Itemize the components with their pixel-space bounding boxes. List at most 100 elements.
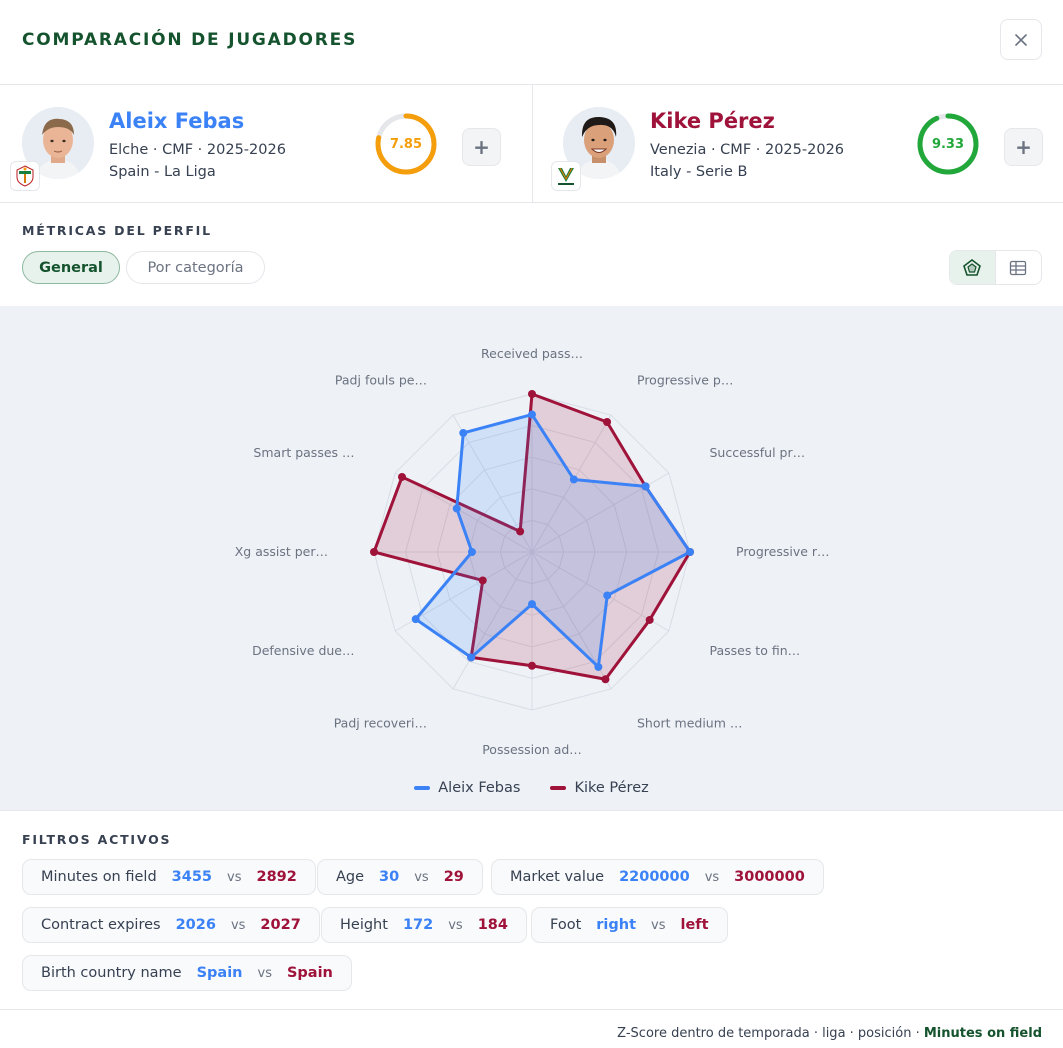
filter-vs: vs <box>704 869 720 885</box>
filter-chip-foot[interactable]: Foot right vs left <box>531 907 728 943</box>
radar-axis-label: Progressive r… <box>736 544 830 559</box>
radar-axis-label: Short medium … <box>637 715 742 730</box>
legend-label: Kike Pérez <box>574 780 649 796</box>
radar-point <box>645 615 654 624</box>
radar-view-button[interactable] <box>950 251 996 284</box>
filter-chip-age[interactable]: Age 30 vs 29 <box>317 859 483 895</box>
filter-value-player-1: 30 <box>379 869 400 885</box>
filter-name: Contract expires <box>41 917 161 933</box>
filter-value-player-2: 29 <box>443 869 464 885</box>
legend-item-aleix-febas[interactable]: Aleix Febas <box>414 780 520 796</box>
club-badge-elche <box>10 161 40 191</box>
radar-point <box>569 475 578 484</box>
plus-icon: + <box>473 135 490 159</box>
filter-name: Birth country name <box>41 965 182 981</box>
radar-point <box>398 472 407 481</box>
player-card-1: Aleix Febas Elche · CMF · 2025-2026 Spai… <box>0 85 531 202</box>
score-ring-graphic <box>375 113 437 175</box>
radar-spoke <box>531 551 670 632</box>
radar-point <box>594 662 603 671</box>
player-club-position-season: Venezia · CMF · 2025-2026 <box>650 142 845 158</box>
radar-point <box>411 615 420 624</box>
player-avatar <box>22 107 94 179</box>
filter-value-player-2: Spain <box>286 965 333 981</box>
radar-point <box>686 548 694 556</box>
radar-axis-label: Padj fouls pe… <box>335 373 427 388</box>
filter-value-player-1: 2026 <box>175 917 216 933</box>
player-info: Venezia · CMF · 2025-2026 Italy - Serie … <box>650 139 844 183</box>
filter-chip-contract-expires[interactable]: Contract expires 2026 vs 2027 <box>22 907 320 943</box>
filter-vs: vs <box>230 917 246 933</box>
player-country-league: Spain - La Liga <box>109 164 216 180</box>
filter-value-player-2: 184 <box>477 917 508 933</box>
filter-vs: vs <box>448 917 463 933</box>
filter-chip-minutes[interactable]: Minutes on field 3455 vs 2892 <box>22 859 316 895</box>
radar-axis-label: Possession ad… <box>482 742 582 757</box>
radar-point <box>467 548 476 556</box>
modal-header: COMPARACIÓN DE JUGADORES <box>0 0 1063 85</box>
filter-chip-height[interactable]: Height 172 vs 184 <box>321 907 527 943</box>
radar-spoke <box>452 551 533 690</box>
footer-metric: Minutes on field <box>923 1026 1042 1041</box>
filter-value-player-1: 3455 <box>171 869 213 885</box>
radar-point <box>467 653 476 662</box>
player-score: 9.33 <box>931 136 965 152</box>
close-button[interactable] <box>1000 19 1042 60</box>
filter-vs: vs <box>414 869 429 885</box>
add-player-button[interactable]: + <box>462 128 501 166</box>
filter-value-player-2: 3000000 <box>734 869 805 885</box>
club-badge-venezia <box>551 161 581 191</box>
legend-item-kike-perez[interactable]: Kike Pérez <box>550 780 649 796</box>
table-view-icon <box>1010 260 1027 275</box>
filter-chip-market-value[interactable]: Market value 2200000 vs 3000000 <box>491 859 824 895</box>
player-card-2: Kike Pérez Venezia · CMF · 2025-2026 Ita… <box>532 85 1063 202</box>
filter-value-player-1: 2200000 <box>619 869 690 885</box>
filter-name: Foot <box>550 917 582 933</box>
chart-legend: Aleix Febas Kike Pérez <box>0 780 1063 796</box>
filter-name: Age <box>336 869 365 885</box>
table-view-button[interactable] <box>996 251 1042 284</box>
radar-chart: Received pass… Progressive p… Successful p… <box>235 346 830 757</box>
radar-point <box>601 675 610 684</box>
radar-point <box>528 600 536 609</box>
radar-axis-label: Received pass… <box>481 346 583 361</box>
footer: Z-Score dentro de temporada · liga · pos… <box>0 1009 1063 1048</box>
radar-axis-label: Smart passes … <box>253 445 354 460</box>
filter-value-player-1: Spain <box>196 965 243 981</box>
radar-point <box>528 661 536 670</box>
radar-axis-label: Successful pr… <box>709 445 805 460</box>
legend-swatch <box>550 786 567 790</box>
filter-value-player-1: 172 <box>402 917 434 933</box>
radar-chart-panel: Received pass… Progressive p… Successful p… <box>0 306 1063 811</box>
player-name[interactable]: Kike Pérez <box>650 109 775 133</box>
radar-point <box>603 591 612 600</box>
score-ring: 9.33 <box>915 111 981 177</box>
add-player-button[interactable]: + <box>1004 128 1043 166</box>
close-icon <box>1015 33 1027 46</box>
tab-por-categoria[interactable]: Por categoría <box>126 251 265 284</box>
section-title-metrics: MÉTRICAS DEL PERFIL <box>22 223 212 238</box>
radar-axis-label: Padj recoveri… <box>334 715 427 730</box>
players-row: Aleix Febas Elche · CMF · 2025-2026 Spai… <box>0 85 1063 203</box>
radar-point <box>370 548 378 556</box>
footer-text: Z-Score dentro de temporada · liga · pos… <box>617 1026 924 1041</box>
filter-name: Market value <box>510 869 605 885</box>
radar-point <box>528 410 536 419</box>
view-toggle <box>949 250 1042 285</box>
page-title: COMPARACIÓN DE JUGADORES <box>22 30 358 50</box>
score-ring-graphic <box>917 113 979 175</box>
radar-point <box>478 576 487 585</box>
player-club-position-season: Elche · CMF · 2025-2026 <box>109 142 286 158</box>
radar-point <box>528 390 536 398</box>
filter-vs: vs <box>257 965 272 981</box>
radar-axis-label: Xg assist per… <box>235 544 328 559</box>
tab-general[interactable]: General <box>22 251 120 284</box>
player-score: 7.85 <box>389 136 423 152</box>
radar-axis-label: Passes to fin… <box>709 643 800 658</box>
player-name[interactable]: Aleix Febas <box>109 109 245 133</box>
filter-chip-birth-country[interactable]: Birth country name Spain vs Spain <box>22 955 352 991</box>
radar-point <box>452 504 461 513</box>
radar-spoke <box>531 414 612 553</box>
filter-vs: vs <box>227 869 242 885</box>
radar-axis-label: Defensive due… <box>252 643 354 658</box>
